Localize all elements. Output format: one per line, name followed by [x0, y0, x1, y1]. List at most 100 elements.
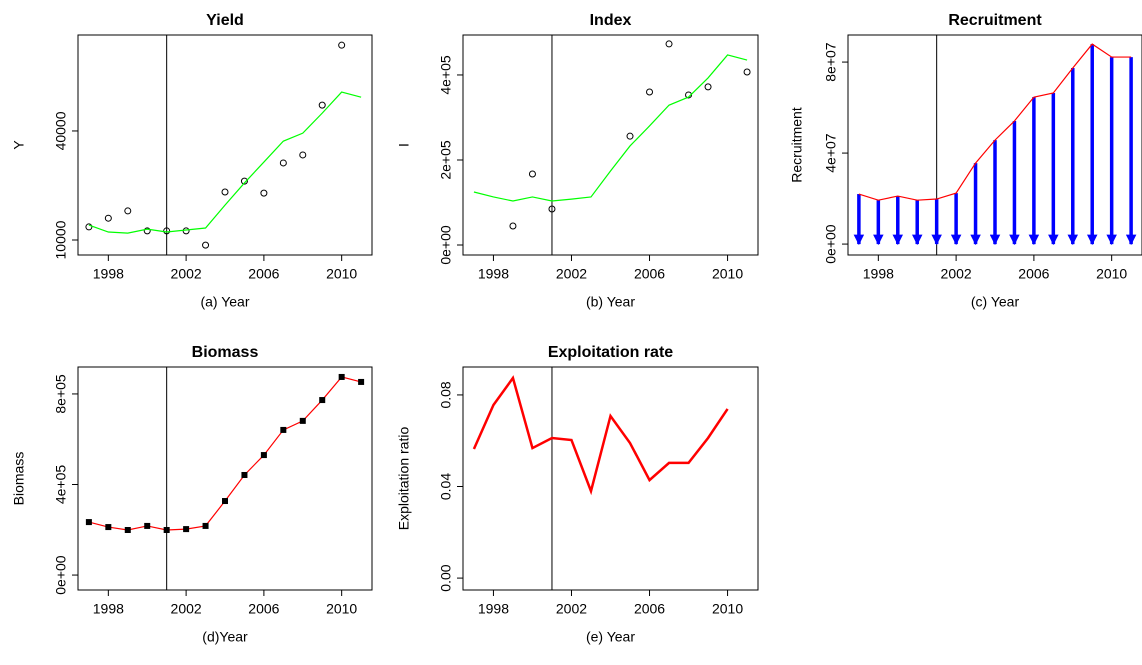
point: [241, 471, 248, 478]
x-tick-label: 2010: [712, 266, 743, 282]
y-axis-label: I: [396, 143, 412, 147]
plot-frame: [462, 34, 759, 256]
y-tick-label: 0e+00: [438, 225, 454, 265]
point: [338, 373, 345, 380]
point: [646, 88, 654, 96]
point: [509, 222, 517, 230]
point: [124, 527, 131, 534]
point: [626, 132, 634, 140]
plot-frame: [77, 34, 373, 256]
series-line: [472, 375, 729, 496]
y-tick-label: 4e+07: [823, 133, 839, 173]
x-tick-label: 2010: [1096, 266, 1127, 282]
x-axis-label: (e) Year: [586, 629, 635, 645]
panel: Index (b) Year I 1998 2002 2006 2010 0e+00 2e+05…: [396, 12, 759, 310]
x-tick-label: 1998: [93, 266, 124, 282]
panel-title: Index: [590, 12, 632, 29]
y-tick-label: 10000: [53, 220, 69, 259]
y-axis-label: Y: [11, 140, 27, 150]
point: [260, 452, 267, 459]
point: [338, 41, 346, 49]
x-tick-label: 2010: [326, 601, 357, 617]
y-tick-label: 40000: [53, 111, 69, 150]
x-tick-label: 1998: [863, 266, 894, 282]
y-axis-label: Recruitment: [789, 107, 805, 183]
point: [144, 522, 151, 529]
x-tick-label: 2006: [248, 266, 279, 282]
point: [240, 177, 248, 185]
point: [183, 526, 190, 533]
point: [222, 498, 228, 505]
x-tick-label: 2002: [171, 266, 202, 282]
point: [221, 188, 229, 196]
y-tick-label: 2e+05: [438, 140, 454, 180]
x-axis-label: (c) Year: [971, 294, 1020, 310]
point: [280, 426, 287, 433]
x-axis-label: (d)Year: [202, 629, 248, 645]
x-tick-label: 2002: [941, 266, 972, 282]
y-tick-label: 0e+00: [53, 555, 69, 595]
panel-title: Biomass: [192, 344, 259, 361]
point: [743, 68, 751, 76]
point: [182, 227, 190, 235]
point: [299, 417, 306, 424]
point: [319, 397, 326, 404]
x-axis-label: (a) Year: [200, 294, 249, 310]
y-tick-label: 8e+05: [53, 374, 69, 414]
x-tick-label: 2002: [171, 601, 202, 617]
panel-title: Recruitment: [948, 12, 1042, 29]
point: [202, 241, 210, 249]
point: [548, 205, 556, 213]
point: [163, 527, 170, 534]
point: [202, 522, 209, 529]
point: [143, 227, 151, 235]
point: [124, 207, 132, 215]
panel: Recruitment (c) Year Recruitment 1998 2002 20…: [789, 12, 1142, 310]
plot-frame: [847, 34, 1142, 256]
y-axis-label: Exploitation ratio: [396, 427, 412, 531]
y-tick-label: 0.00: [438, 564, 454, 591]
point: [704, 83, 712, 91]
point: [358, 378, 365, 385]
point: [85, 519, 92, 526]
panel: Exploitation rate (e) Year Exploitation ra…: [396, 344, 759, 645]
y-tick-label: 4e+05: [438, 55, 454, 95]
panel-title: Yield: [206, 12, 244, 29]
series-line: [88, 91, 362, 234]
point: [85, 223, 93, 231]
point: [528, 170, 536, 178]
x-axis-label: (b) Year: [586, 294, 635, 310]
point: [318, 101, 326, 109]
x-tick-label: 2010: [712, 601, 743, 617]
y-tick-label: 4e+05: [53, 465, 69, 505]
x-tick-label: 2006: [1018, 266, 1049, 282]
point: [104, 214, 112, 222]
x-tick-label: 2002: [556, 601, 587, 617]
panel: Biomass (d)Year Biomass 1998 2002 2006 2010 0e+…: [11, 344, 373, 645]
plot-frame: [462, 366, 759, 591]
point: [105, 524, 112, 531]
series-line: [473, 54, 748, 202]
y-tick-label: 8e+07: [823, 42, 839, 82]
x-tick-label: 2006: [634, 266, 665, 282]
point: [163, 227, 171, 235]
point: [279, 159, 287, 167]
x-tick-label: 2002: [556, 266, 587, 282]
x-tick-label: 1998: [478, 266, 509, 282]
point: [299, 151, 307, 159]
x-tick-label: 1998: [93, 601, 124, 617]
series-line: [858, 43, 1132, 201]
y-axis-label: Biomass: [11, 452, 27, 506]
plot-frame: [77, 366, 373, 591]
y-tick-label: 0.08: [438, 381, 454, 408]
point: [665, 40, 673, 48]
y-tick-label: 0e+00: [823, 224, 839, 264]
x-tick-label: 2006: [248, 601, 279, 617]
x-tick-label: 2010: [326, 266, 357, 282]
point: [260, 189, 268, 197]
y-tick-label: 0.04: [438, 473, 454, 500]
panel: Yield (a) Year Y 1998 2002 2006 2010 10000 40000: [11, 12, 373, 310]
x-tick-label: 1998: [478, 601, 509, 617]
